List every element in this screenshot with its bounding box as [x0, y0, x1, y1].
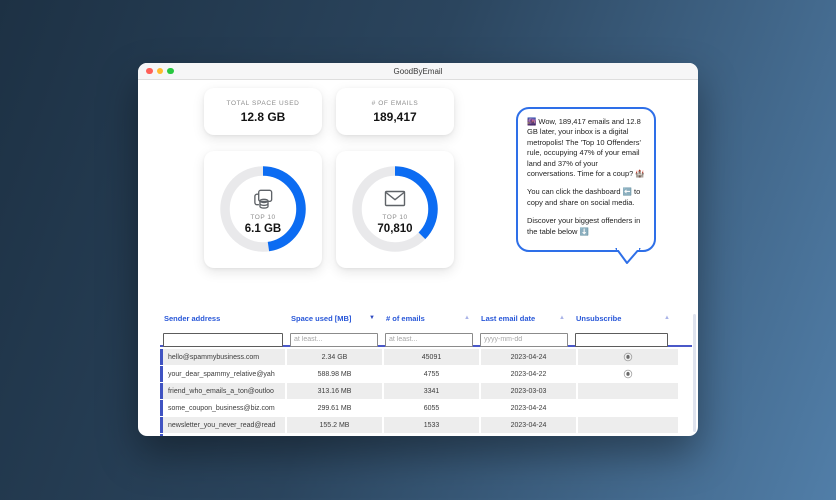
emails-gauge-value: 70,810 [377, 222, 413, 235]
app-window: GoodByEmail TOTAL SPACE USED 12.8 GB # O… [138, 63, 698, 436]
cell-sender: some_coupon_business@biz.com [168, 404, 275, 412]
table-row[interactable]: some_coupon_business@biz.com 299.61 MB 605… [160, 400, 692, 417]
offenders-table: Sender address Space used [MB] ▼ # of em… [160, 314, 692, 436]
cell-emails: 1533 [384, 417, 479, 433]
cell-date: 2023-04-22 [510, 370, 547, 378]
unsubscribe-icon[interactable] [623, 369, 633, 379]
emails-gauge-label: TOP 10 [382, 213, 408, 221]
space-gauge-value: 6.1 GB [244, 222, 282, 235]
cell-sender: hello@spammybusiness.com [160, 349, 285, 365]
email-count-label: # OF EMAILS [371, 99, 419, 107]
minimize-window-button[interactable] [156, 67, 163, 75]
filter-date-input[interactable] [480, 332, 568, 347]
cell-sender: newsletter_you_never_read@read [160, 417, 285, 433]
header-num-emails[interactable]: # of emails ▲ [386, 314, 470, 323]
cell-emails: 3341 [384, 383, 479, 399]
table-filter-row [160, 327, 692, 347]
cell-space: 299.61 MB [317, 404, 352, 412]
row-marker [160, 400, 163, 416]
row-marker [160, 349, 163, 365]
cell-unsubscribe [578, 417, 678, 433]
cell-sender: your_dear_spammy_relative@yah [168, 370, 275, 378]
table-body: hello@spammybusiness.com 2.34 GB 45091 2023… [160, 349, 692, 434]
top10-emails-gauge-card[interactable]: TOP 10 70,810 [336, 151, 454, 268]
cell-space: 155.2 MB [287, 417, 382, 433]
top10-space-gauge-card[interactable]: TOP 10 6.1 GB [204, 151, 322, 268]
cell-emails: 6055 [423, 404, 440, 412]
table-row-partial [160, 434, 692, 436]
filter-unsubscribe-input[interactable] [575, 332, 668, 347]
cell-space: 588.98 MB [317, 370, 352, 378]
sort-icon[interactable]: ▲ [664, 315, 670, 321]
table-row[interactable]: newsletter_you_never_read@read 155.2 MB 15… [160, 417, 692, 434]
cell-space: 2.34 GB [287, 349, 382, 365]
zoom-window-button[interactable] [167, 67, 174, 75]
space-gauge-ring [220, 166, 306, 252]
cell-emails: 45091 [384, 349, 479, 365]
bubble-paragraph-2: You can click the dashboard ⬅️ to copy a… [527, 187, 641, 207]
cell-unsubscribe [578, 349, 678, 365]
unsubscribe-icon[interactable] [623, 352, 633, 362]
storage-icon [252, 187, 275, 211]
filter-sender-input[interactable] [163, 332, 283, 347]
header-last-email-date[interactable]: Last email date ▲ [481, 314, 565, 323]
cell-unsubscribe [578, 383, 678, 399]
cell-space: 313.16 MB [287, 383, 382, 399]
bubble-paragraph-1: 🌆 Wow, 189,417 emails and 12.8 GB later,… [527, 117, 645, 179]
row-marker [160, 366, 163, 382]
table-row[interactable]: hello@spammybusiness.com 2.34 GB 45091 2023… [160, 349, 692, 366]
row-marker [160, 434, 163, 436]
cell-unsubscribe [578, 400, 678, 416]
email-count-value: 189,417 [373, 109, 417, 124]
cell-emails: 4755 [423, 370, 440, 378]
table-row[interactable]: friend_who_emails_a_ton@outloo 313.16 MB 3… [160, 383, 692, 400]
cell-unsubscribe [578, 366, 678, 382]
sort-desc-icon[interactable]: ▼ [369, 315, 375, 321]
header-sender-address[interactable]: Sender address [164, 314, 221, 323]
cell-sender: friend_who_emails_a_ton@outloo [160, 383, 285, 399]
total-space-label: TOTAL SPACE USED [226, 99, 300, 107]
sort-icon[interactable]: ▲ [464, 315, 470, 321]
header-unsubscribe[interactable]: Unsubscribe ▲ [576, 314, 670, 323]
filter-emails-input[interactable] [385, 332, 473, 347]
table-row[interactable]: your_dear_spammy_relative@yah 588.98 MB 47… [160, 366, 692, 383]
bubble-paragraph-3: Discover your biggest offenders in the t… [527, 216, 641, 236]
emails-gauge-ring [352, 166, 438, 252]
table-header-row: Sender address Space used [MB] ▼ # of em… [160, 314, 692, 327]
envelope-icon [383, 187, 407, 211]
email-count-card[interactable]: # OF EMAILS 189,417 [336, 88, 454, 135]
row-marker [160, 417, 163, 433]
cell-date: 2023-04-24 [481, 417, 576, 433]
window-title: GoodByEmail [393, 66, 443, 76]
summary-speech-bubble[interactable]: 🌆 Wow, 189,417 emails and 12.8 GB later,… [516, 107, 656, 265]
cell-date: 2023-03-03 [481, 383, 576, 399]
total-space-card[interactable]: TOTAL SPACE USED 12.8 GB [204, 88, 322, 135]
filter-space-input[interactable] [290, 332, 378, 347]
cell-date: 2023-04-24 [481, 349, 576, 365]
close-window-button[interactable] [146, 67, 153, 75]
row-marker [160, 383, 163, 399]
speech-bubble-tail [615, 248, 641, 265]
table-scrollbar[interactable] [693, 314, 696, 432]
sort-icon[interactable]: ▲ [559, 315, 565, 321]
titlebar: GoodByEmail [138, 63, 698, 80]
total-space-value: 12.8 GB [240, 109, 286, 124]
cell-date: 2023-04-24 [510, 404, 547, 412]
header-space-used[interactable]: Space used [MB] ▼ [291, 314, 375, 323]
space-gauge-label: TOP 10 [250, 213, 276, 221]
